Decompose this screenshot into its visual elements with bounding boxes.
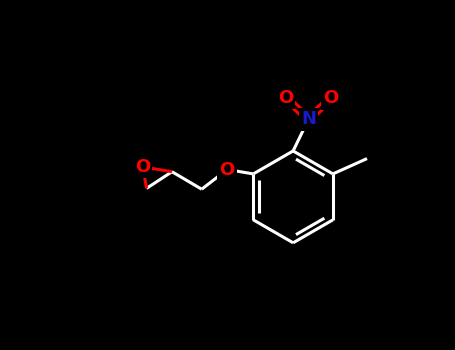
Text: O: O [219, 161, 235, 178]
Text: O: O [135, 158, 150, 176]
Text: O: O [323, 90, 338, 107]
Text: O: O [278, 89, 293, 106]
Text: N: N [301, 111, 316, 128]
